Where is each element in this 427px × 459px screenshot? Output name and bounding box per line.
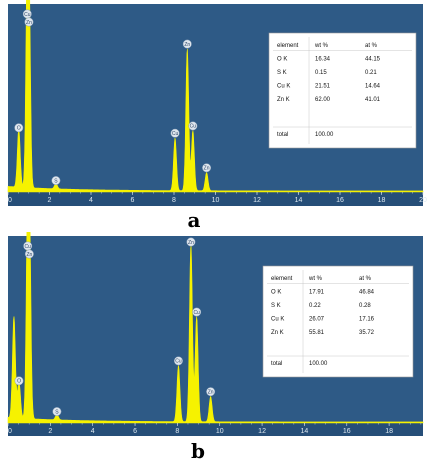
table-cell: 41.01: [365, 97, 381, 103]
table-cell: 0.22: [309, 303, 321, 309]
eds-spectrum-chart-b: O Cu Zn S Cu Zn Cu Zn 0 2 4 6 8 10 12 14 16 18 element wt %…: [7, 232, 424, 459]
peak-label-o: O: [14, 376, 24, 386]
svg-text:Cu: Cu: [172, 131, 179, 137]
peak-label-zn: Zn: [24, 249, 34, 259]
peak-label-zn: Zn: [24, 17, 34, 27]
x-tick-label: 10: [216, 428, 224, 435]
table-cell: 62.00: [315, 97, 331, 103]
svg-text:O: O: [17, 126, 21, 132]
table-cell: Cu K: [277, 84, 290, 90]
x-tick-label: 16: [343, 428, 351, 435]
table-cell: 0.15: [315, 70, 327, 76]
eds-spectrum-chart-a: O Cu Zn S Cu Zn Cu Zn 0 2 4 6 8 10 12 14 16 18 20 element wt…: [7, 0, 427, 230]
peak-label-cu: Cu: [23, 241, 33, 251]
table-cell: 14.64: [365, 84, 381, 90]
table-total-cell: 100.00: [315, 132, 334, 138]
quantification-table: element wt % at % O K 17.91 46.84 S K 0.22 0.28 C…: [262, 265, 414, 378]
table-cell: O K: [277, 57, 287, 63]
quantification-table: element wt % at % O K 16.34 44.15 S K 0.15 0.21 C…: [268, 32, 417, 149]
svg-text:Zn: Zn: [208, 389, 214, 395]
peak-label-zn: Zn: [182, 39, 192, 49]
peak-label-s: S: [52, 407, 62, 417]
x-tick-label: 2: [48, 428, 52, 435]
table-cell: Cu K: [271, 317, 284, 323]
peak-label-cu: Cu: [188, 121, 198, 131]
table-total-cell: total: [271, 361, 282, 367]
table-header-cell: element: [271, 276, 293, 282]
svg-text:Zn: Zn: [26, 252, 32, 258]
table-header-cell: at %: [359, 276, 372, 282]
table-cell: 35.72: [359, 330, 375, 336]
panel-letter: a: [188, 208, 201, 230]
table-cell: 16.34: [315, 57, 331, 63]
svg-text:Zn: Zn: [204, 166, 210, 172]
x-tick-label: 0: [8, 428, 12, 435]
table-cell: Zn K: [277, 97, 290, 103]
x-tick-label: 18: [385, 428, 393, 435]
table-total-cell: total: [277, 132, 288, 138]
table-cell: 21.51: [315, 84, 331, 90]
x-tick-label: 12: [253, 197, 261, 204]
x-tick-label: 8: [172, 197, 176, 204]
x-tick-label: 6: [133, 428, 137, 435]
x-tick-label: 16: [336, 197, 344, 204]
table-total-cell: 100.00: [309, 361, 328, 367]
table-cell: 0.28: [359, 303, 371, 309]
table-cell: O K: [271, 290, 281, 296]
svg-text:O: O: [17, 379, 21, 385]
svg-text:Cu: Cu: [193, 310, 200, 316]
table-header-cell: element: [277, 43, 299, 49]
table-cell: 55.81: [309, 330, 325, 336]
peak-label-zn: Zn: [186, 237, 196, 247]
x-axis-band: [8, 192, 423, 206]
table-cell: 26.07: [309, 317, 325, 323]
eds-spectrum-panel-a: O Cu Zn S Cu Zn Cu Zn 0 2 4 6 8 10 12 14 16 18 20 element wt…: [7, 0, 427, 230]
peak-label-zn: Zn: [202, 163, 212, 173]
svg-text:Cu: Cu: [175, 359, 182, 365]
table-cell: 0.21: [365, 70, 377, 76]
peak-label-cu: Cu: [173, 356, 183, 366]
svg-text:Zn: Zn: [26, 20, 32, 26]
table-cell: S K: [277, 70, 287, 76]
eds-spectrum-panel-b: O Cu Zn S Cu Zn Cu Zn 0 2 4 6 8 10 12 14 16 18 element wt %…: [0, 232, 427, 459]
x-tick-label: 14: [301, 428, 309, 435]
table-cell: S K: [271, 303, 281, 309]
peak-label-cu: Cu: [170, 128, 180, 138]
peak-label-cu: Cu: [192, 307, 202, 317]
table-cell: Zn K: [271, 330, 284, 336]
x-tick-label: 4: [91, 428, 95, 435]
x-tick-label: 4: [89, 197, 93, 204]
peak-label-s: S: [51, 176, 61, 185]
peak-label-o: O: [14, 123, 24, 133]
table-header-cell: wt %: [314, 43, 329, 49]
svg-text:S: S: [54, 178, 58, 184]
table-cell: 17.91: [309, 290, 325, 296]
x-tick-label: 12: [258, 428, 266, 435]
x-tick-label: 10: [212, 197, 220, 204]
panel-letter: b: [191, 439, 205, 459]
x-tick-label: 6: [131, 197, 135, 204]
table-cell: 17.16: [359, 317, 375, 323]
peak-label-cu: Cu: [22, 9, 32, 19]
svg-text:Zn: Zn: [188, 240, 194, 246]
table-header-cell: wt %: [308, 276, 323, 282]
svg-text:Cu: Cu: [24, 12, 31, 18]
svg-text:Cu: Cu: [190, 124, 197, 130]
spectrum-area: [7, 232, 424, 424]
svg-text:S: S: [55, 409, 59, 415]
table-header-cell: at %: [365, 43, 378, 49]
spectrum-area: [7, 0, 424, 193]
x-tick-label: 0: [8, 197, 12, 204]
peak-label-zn: Zn: [206, 387, 216, 397]
table-cell: 44.15: [365, 57, 381, 63]
x-tick-label: 20: [419, 197, 427, 204]
x-tick-label: 14: [295, 197, 303, 204]
table-cell: 46.84: [359, 290, 375, 296]
x-axis-band: [8, 423, 423, 436]
x-tick-label: 2: [48, 197, 52, 204]
svg-text:Zn: Zn: [184, 42, 190, 48]
svg-text:Cu: Cu: [24, 244, 31, 250]
x-tick-label: 18: [378, 197, 386, 204]
x-tick-label: 8: [175, 428, 179, 435]
